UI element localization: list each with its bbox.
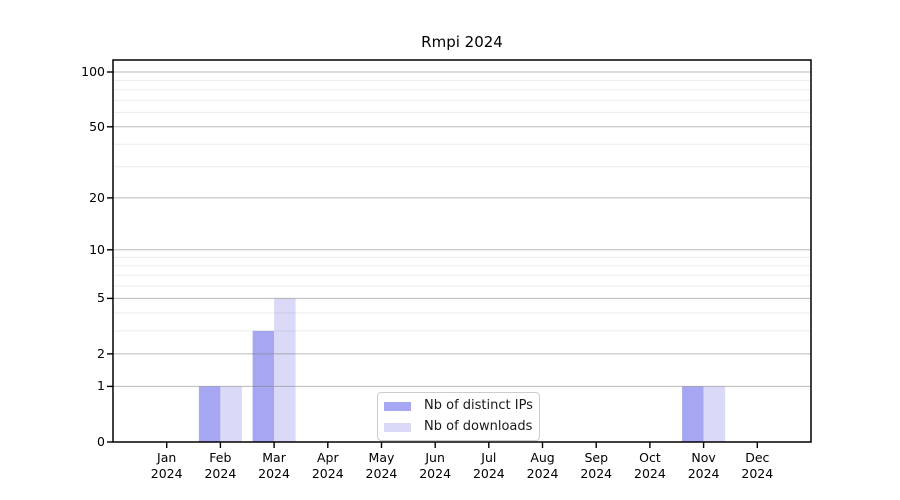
bar-downloads-mar: [274, 298, 296, 442]
x-tick-label-may: May 2024: [365, 450, 398, 481]
y-tick-label-50: 50: [89, 118, 105, 134]
bar-distinct-ips-feb: [198, 386, 221, 442]
legend-label-downloads: Nb of downloads: [424, 419, 533, 434]
legend-label-distinct-ips: Nb of distinct IPs: [424, 398, 533, 413]
y-tick-label-20: 20: [89, 189, 105, 205]
y-tick-label-5: 5: [97, 290, 105, 306]
x-tick-label-nov: Nov 2024: [687, 450, 720, 481]
x-tick-label-jun: Jun 2024: [419, 450, 452, 481]
x-tick-label-sep: Sep 2024: [580, 450, 613, 481]
bar-distinct-ips-nov: [682, 386, 704, 442]
x-tick-label-jul: Jul 2024: [472, 450, 505, 481]
x-tick-label-apr: Apr 2024: [311, 450, 344, 481]
legend-item-distinct-ips: Nb of distinct IPs: [384, 398, 533, 414]
x-tick-label-mar: Mar 2024: [258, 450, 290, 481]
y-tick-label-0: 0: [97, 434, 105, 449]
x-tick-label-oct: Oct 2024: [634, 450, 666, 481]
axes-spines: [112, 59, 812, 443]
legend-swatch-distinct-ips: [384, 401, 411, 411]
bar-downloads-feb: [220, 386, 242, 442]
y-tick-label-10: 10: [89, 241, 105, 257]
legend-item-downloads: Nb of downloads: [384, 419, 533, 435]
chart-title: Rmpi 2024: [421, 33, 503, 51]
x-tick-label-dec: Dec 2024: [741, 450, 774, 481]
legend: Nb of distinct IPs Nb of downloads: [377, 392, 540, 441]
y-tick-label-100: 100: [81, 64, 105, 79]
bar-downloads-nov: [703, 386, 726, 442]
y-tick-label-1: 1: [97, 378, 105, 394]
x-tick-label-feb: Feb 2024: [204, 450, 237, 481]
x-tick-label-aug: Aug 2024: [526, 450, 559, 481]
legend-swatch-downloads: [384, 422, 411, 432]
y-tick-label-2: 2: [97, 345, 105, 361]
x-tick-label-jan: Jan 2024: [150, 450, 183, 481]
